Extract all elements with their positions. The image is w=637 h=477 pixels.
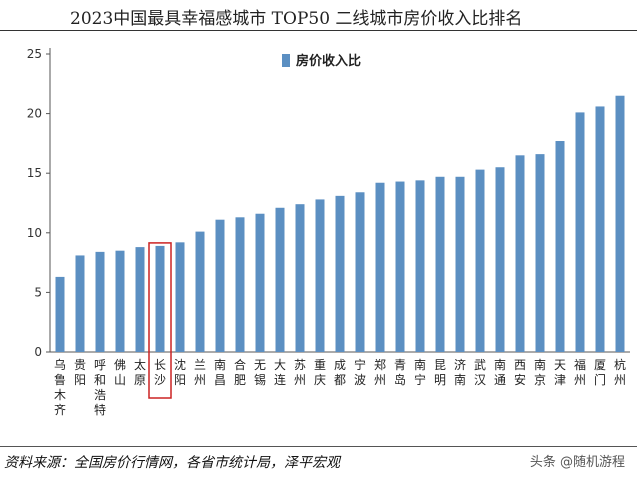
bar	[255, 213, 265, 352]
bar	[595, 106, 605, 352]
x-tick-label: 无锡	[254, 358, 266, 387]
x-tick-label: 杭州	[614, 357, 626, 387]
x-tick-label: 太原	[134, 357, 146, 387]
x-tick-label: 合肥	[234, 357, 246, 387]
x-tick-label: 南通	[494, 357, 506, 387]
chart-title: 2023中国最具幸福感城市 TOP50 二线城市房价收入比排名	[70, 9, 523, 29]
x-tick-label: 佛山	[114, 358, 126, 387]
x-tick-label: 宁波	[354, 357, 366, 387]
bar	[115, 250, 125, 352]
bar	[355, 192, 365, 352]
y-tick-label: 10	[27, 226, 42, 240]
bar	[555, 141, 565, 352]
bar	[55, 276, 65, 352]
source-note: 资料来源：全国房价行情网，各省市统计局，泽平宏观	[4, 455, 340, 471]
bar	[415, 180, 425, 352]
source-divider	[0, 446, 637, 447]
x-tick-label: 济南	[454, 357, 466, 387]
bar	[475, 169, 485, 352]
y-axis: 0 5 10 15 20 25	[27, 47, 630, 359]
y-tick-label: 5	[34, 285, 42, 299]
bar	[155, 245, 165, 352]
x-tick-label: 乌鲁木齐	[54, 357, 66, 417]
bar	[375, 182, 385, 352]
x-tick-label: 郑州	[374, 357, 386, 387]
x-tick-label: 昆明	[434, 358, 446, 387]
x-tick-label: 长沙	[154, 358, 166, 387]
bar	[335, 195, 345, 352]
y-tick-label: 25	[27, 47, 42, 61]
bar	[95, 251, 105, 352]
bar-chart: 0 5 10 15 20 25 乌鲁木齐贵阳呼和浩特佛山太原长沙沈阳兰州南昌合肥无锡大连苏…	[27, 47, 630, 417]
bar	[575, 112, 585, 353]
legend-label: 房价收入比	[296, 53, 361, 69]
y-tick-label: 15	[27, 166, 42, 180]
x-tick-label: 天津	[554, 358, 566, 387]
bar	[395, 181, 405, 352]
legend-swatch	[282, 54, 290, 67]
x-tick-label: 南宁	[414, 357, 426, 387]
bar	[535, 154, 545, 352]
x-tick-label: 重庆	[314, 358, 326, 387]
bar	[515, 155, 525, 352]
x-tick-label: 沈阳	[174, 357, 186, 387]
x-tick-label: 福州	[574, 357, 586, 387]
x-tick-label: 南京	[534, 357, 546, 387]
x-tick-label: 大连	[274, 358, 286, 387]
watermark: 头条 @随机游程	[529, 455, 625, 470]
title-divider	[0, 30, 637, 31]
x-tick-label: 成都	[334, 358, 346, 387]
bar	[615, 95, 625, 352]
bar	[215, 219, 225, 352]
x-tick-label: 苏州	[294, 358, 306, 387]
y-tick-label: 20	[27, 107, 42, 121]
bars	[55, 95, 625, 353]
bar	[275, 207, 285, 352]
bar	[455, 176, 465, 352]
bar	[315, 199, 325, 352]
x-tick-label: 呼和浩特	[94, 358, 106, 417]
x-axis-labels: 乌鲁木齐贵阳呼和浩特佛山太原长沙沈阳兰州南昌合肥无锡大连苏州重庆成都宁波郑州青岛…	[54, 357, 626, 417]
y-tick-label: 0	[34, 345, 42, 359]
bar	[235, 217, 245, 352]
bar	[135, 247, 145, 352]
x-tick-label: 西安	[514, 358, 526, 387]
bar	[195, 231, 205, 352]
x-tick-label: 青岛	[394, 358, 406, 387]
x-tick-label: 兰州	[194, 358, 206, 387]
x-tick-label: 南昌	[214, 357, 226, 387]
x-tick-label: 贵阳	[74, 358, 86, 387]
bar	[435, 176, 445, 352]
bar	[495, 167, 505, 352]
x-tick-label: 武汉	[474, 358, 486, 387]
bar	[175, 242, 185, 352]
bar	[75, 255, 85, 352]
x-tick-label: 厦门	[594, 358, 606, 387]
bar	[295, 204, 305, 352]
legend: 房价收入比	[282, 53, 361, 69]
highlight-box	[148, 242, 172, 399]
